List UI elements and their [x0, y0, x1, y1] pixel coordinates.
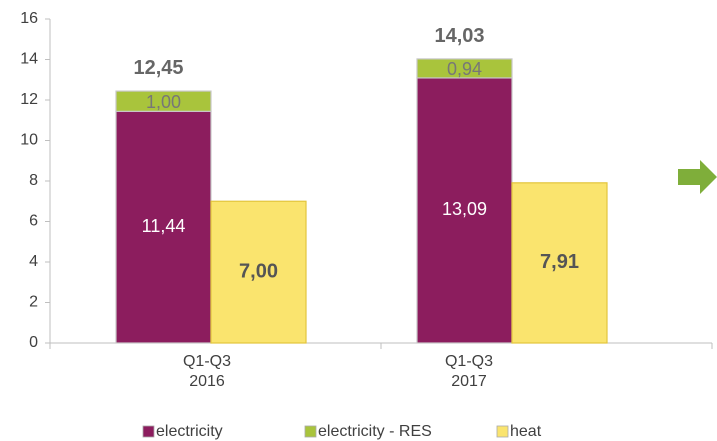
value-label: 11,44	[142, 216, 186, 236]
legend-swatch	[496, 425, 509, 438]
y-tick-label: 2	[29, 294, 38, 311]
y-tick-label: 0	[29, 334, 38, 351]
value-label: 7,00	[239, 260, 278, 282]
bar	[416, 77, 513, 344]
y-tick-label: 10	[20, 132, 38, 149]
y-tick-label: 6	[29, 213, 38, 230]
y-tick-label: 8	[29, 172, 38, 189]
x-tick-label: Q1-Q3 2016	[183, 353, 231, 390]
legend-label: electricity - RES	[318, 423, 432, 440]
y-tick-label: 16	[20, 10, 38, 27]
value-label: 13,09	[442, 199, 487, 219]
bar	[210, 200, 307, 344]
legend-swatch	[142, 425, 155, 438]
bar	[416, 58, 513, 79]
y-tick-label: 4	[29, 253, 38, 270]
legend-label: electricity	[156, 423, 223, 440]
legend-label: heat	[510, 423, 542, 440]
bar	[115, 90, 212, 112]
arrow	[678, 160, 717, 194]
legend-swatch	[304, 425, 317, 438]
y-tick-label: 12	[20, 91, 38, 108]
bar	[511, 182, 608, 344]
total-label: 14,03	[434, 25, 484, 47]
total-label: 12,45	[133, 57, 183, 79]
x-tick-label: Q1-Q3 2017	[445, 353, 493, 390]
value-label: 0,94	[447, 59, 482, 79]
value-label: 1,00	[146, 92, 181, 112]
value-label: 7,91	[540, 251, 579, 273]
y-tick-label: 14	[20, 51, 38, 68]
